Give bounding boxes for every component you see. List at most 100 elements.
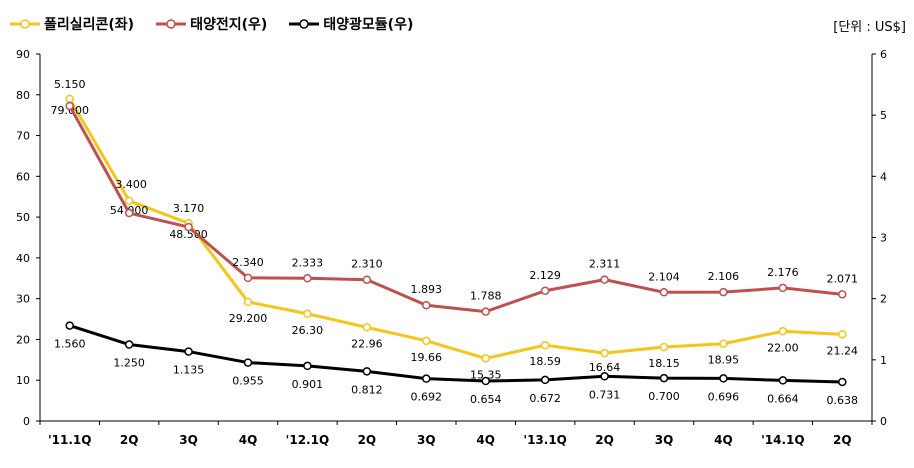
data-label-cell: 2.176 (767, 266, 799, 279)
data-label-module: 0.731 (589, 388, 621, 401)
right-tick-label: 3 (880, 232, 887, 245)
data-label-module: 1.560 (54, 338, 86, 351)
data-label-polysilicon: 26.30 (292, 324, 324, 337)
data-point-cell (600, 275, 609, 284)
data-label-cell: 2.104 (648, 270, 680, 283)
x-tick-label: 3Q (417, 433, 436, 447)
data-point-cell (362, 275, 372, 284)
data-label-polysilicon: 29.200 (229, 312, 268, 325)
data-point-cell (184, 222, 193, 232)
data-point-polysilicon (838, 330, 847, 339)
data-point-cell (243, 273, 253, 283)
legend-item-cell: 태양전지(우) (156, 14, 267, 34)
right-tick-label: 0 (880, 415, 887, 428)
data-point-polysilicon (65, 94, 74, 104)
data-label-polysilicon: 15.35 (470, 368, 502, 381)
right-tick-label: 1 (880, 354, 887, 367)
x-tick-label: 2Q (595, 433, 614, 447)
data-point-cell (719, 287, 728, 297)
x-tick-label: 3Q (179, 433, 198, 447)
x-tick-label: 2Q (358, 433, 377, 447)
data-label-cell: 2.340 (232, 256, 264, 269)
data-point-module (422, 374, 431, 383)
x-tick-label: 4Q (714, 433, 733, 447)
right-tick-label: 6 (880, 48, 887, 61)
data-label-cell: 1.788 (470, 290, 502, 303)
data-label-module: 0.664 (767, 392, 799, 405)
left-tick-label: 20 (16, 333, 30, 346)
data-label-module: 0.696 (708, 390, 740, 403)
data-point-module (719, 374, 728, 383)
legend-swatch-module-icon (289, 19, 320, 29)
data-point-cell (303, 274, 312, 283)
data-label-module: 0.672 (529, 392, 561, 405)
legend-item-module: 태양광모듈(우) (289, 14, 413, 34)
x-tick-label: '11.1Q (48, 433, 91, 447)
data-label-module: 0.638 (827, 394, 859, 407)
data-point-module (124, 340, 134, 349)
data-label-cell: 5.150 (54, 78, 86, 91)
data-label-module: 0.692 (411, 391, 443, 404)
data-label-polysilicon: 16.64 (589, 361, 621, 374)
x-tick-label: 4Q (239, 433, 258, 447)
data-point-cell (422, 300, 431, 310)
series-line-module (69, 324, 843, 384)
data-label-cell: 2.311 (589, 258, 621, 271)
left-tick-label: 30 (16, 293, 30, 306)
legend-label-polysilicon: 폴리실리콘(좌) (44, 17, 135, 33)
data-point-module (838, 377, 847, 387)
x-tick-label: '12.1Q (286, 433, 329, 447)
data-label-polysilicon: 48.500 (169, 228, 208, 241)
data-point-module (65, 321, 74, 330)
data-point-polysilicon (659, 342, 669, 352)
data-point-cell (124, 208, 134, 218)
data-label-cell: 2.310 (351, 258, 383, 271)
data-label-module: 0.654 (470, 393, 502, 406)
data-label-polysilicon: 22.96 (351, 337, 383, 350)
data-label-module: 0.901 (292, 378, 324, 391)
x-tick-label: 3Q (655, 433, 674, 447)
left-tick-label: 10 (16, 374, 30, 387)
data-point-module (362, 367, 372, 376)
data-label-cell: 2.106 (708, 270, 740, 283)
data-point-module (600, 372, 609, 381)
x-tick-label: 2Q (833, 433, 852, 447)
legend-label-module: 태양광모듈(우) (323, 17, 414, 33)
data-point-polysilicon (422, 336, 431, 346)
data-point-cell (481, 307, 490, 316)
legend-label-cell: 태양전지(우) (190, 17, 268, 33)
right-tick-label: 4 (880, 170, 887, 183)
right-tick-label: 5 (880, 109, 887, 122)
data-point-polysilicon (124, 196, 134, 206)
left-tick-label: 60 (16, 170, 30, 183)
left-tick-label: 90 (16, 48, 30, 61)
left-tick-label: 40 (16, 252, 30, 265)
data-point-cell (838, 290, 847, 299)
data-point-polysilicon (719, 339, 728, 348)
data-label-polysilicon: 22.00 (767, 341, 799, 354)
data-point-polysilicon (303, 309, 312, 319)
left-tick-label: 80 (16, 89, 30, 102)
data-point-module (303, 361, 312, 371)
x-tick-label: '14.1Q (761, 433, 804, 447)
data-point-module (184, 347, 193, 356)
data-label-module: 0.700 (648, 390, 680, 403)
left-tick-label: 70 (16, 130, 30, 143)
data-label-polysilicon: 19.66 (411, 351, 443, 364)
unit-label: [단위 : US$] (833, 20, 906, 35)
data-point-module (778, 376, 788, 385)
legend-item-polysilicon: 폴리실리콘(좌) (10, 14, 134, 34)
data-label-cell: 2.129 (529, 269, 561, 282)
series-line-cell (68, 105, 843, 314)
legend-swatch-polysilicon-icon (10, 19, 40, 29)
data-label-module: 0.955 (232, 375, 264, 388)
data-point-polysilicon (362, 323, 372, 332)
data-point-polysilicon (243, 297, 253, 307)
data-label-polysilicon: 18.95 (708, 354, 740, 367)
data-label-cell: 3.170 (173, 202, 205, 215)
data-label-polysilicon: 79.000 (50, 104, 89, 117)
data-label-cell: 2.071 (827, 272, 859, 285)
legend-swatch-cell-icon (156, 19, 187, 29)
x-tick-label: 4Q (476, 433, 495, 447)
